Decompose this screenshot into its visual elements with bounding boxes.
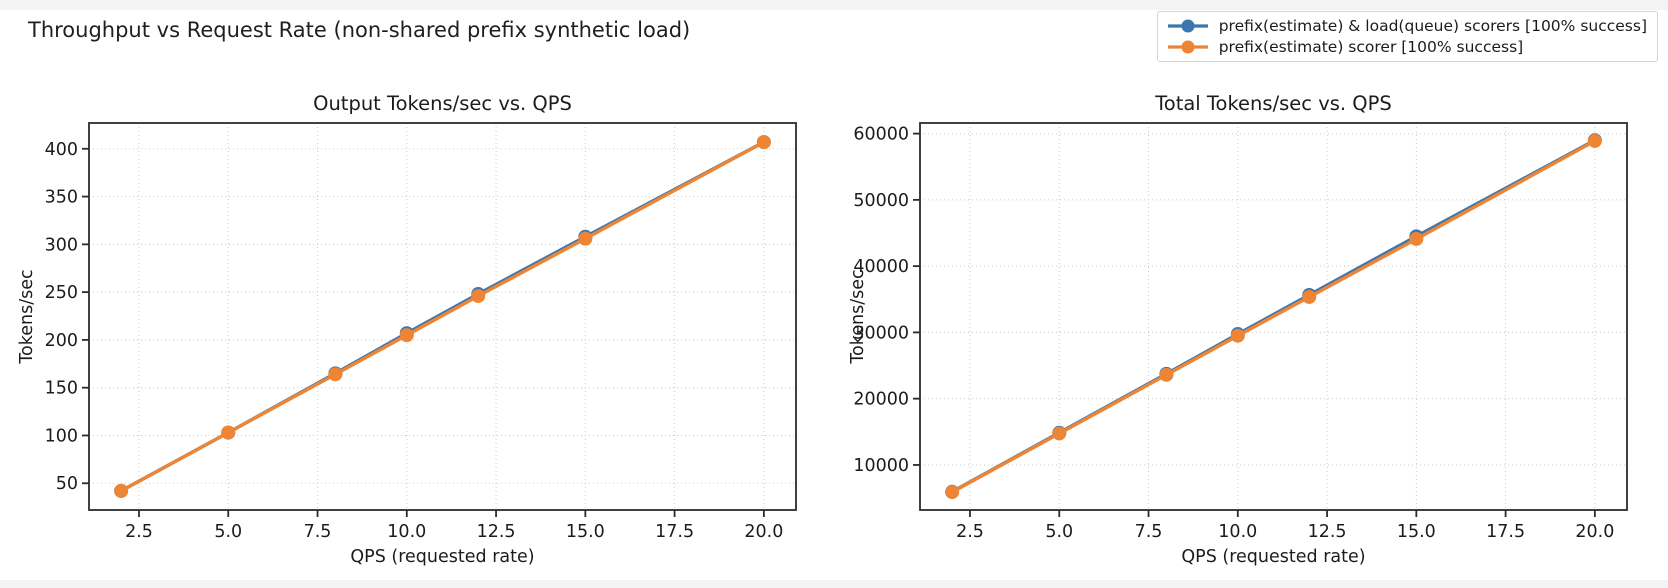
legend-label-orange-series: prefix(estimate) scorer [100% success] (1218, 38, 1524, 56)
plot-title: Total Tokens/sec vs. QPS (1154, 92, 1392, 115)
line-circle-icon (1167, 19, 1208, 33)
y-tick-label: 250 (45, 283, 78, 303)
x-tick-label: 17.5 (1486, 522, 1525, 542)
x-axis-label: QPS (requested rate) (1181, 547, 1365, 567)
y-tick-label: 150 (45, 379, 78, 399)
x-tick-label: 12.5 (1308, 522, 1347, 542)
x-axis-label: QPS (requested rate) (350, 547, 534, 567)
x-tick-label: 7.5 (1135, 522, 1163, 542)
figure-canvas: Throughput vs Request Rate (non-shared p… (0, 10, 1668, 580)
legend: prefix(estimate) & load(queue) scorers [… (1156, 11, 1658, 62)
y-tick-label: 50000 (853, 191, 909, 211)
x-tick-label: 2.5 (125, 522, 153, 542)
y-tick-label: 30000 (853, 323, 909, 343)
plot-border (919, 122, 1628, 511)
legend-label-blue-series: prefix(estimate) & load(queue) scorers [… (1218, 17, 1647, 35)
y-tick-label: 20000 (853, 390, 909, 410)
data-point-marker (1587, 133, 1602, 148)
x-tick-label: 15.0 (1397, 522, 1436, 542)
figure-suptitle: Throughput vs Request Rate (non-shared p… (28, 18, 691, 42)
y-tick-label: 100 (45, 426, 78, 446)
data-point-marker (1409, 231, 1424, 246)
series-line-1 (950, 139, 1597, 494)
x-tick-label: 17.5 (655, 522, 694, 542)
data-point-marker (399, 328, 414, 343)
legend-item-blue-series: prefix(estimate) & load(queue) scorers [… (1165, 17, 1647, 35)
x-tick-label: 12.5 (477, 522, 516, 542)
x-tick-label: 7.5 (304, 522, 332, 542)
data-point-marker (1230, 328, 1245, 343)
x-tick-label: 20.0 (1575, 522, 1614, 542)
x-tick-label: 20.0 (744, 522, 783, 542)
data-point-marker (221, 425, 236, 440)
output-tokens-chart: 2.5 5.0 7.5 10.0 12.5 15.0 17.5 20.0 50 100 150 200… (17, 92, 797, 567)
data-point-marker (945, 485, 960, 500)
data-point-marker (1052, 426, 1067, 441)
x-tick-label: 5.0 (214, 522, 242, 542)
y-tick-label: 50 (56, 474, 78, 494)
data-point-marker (471, 288, 486, 303)
y-tick-label: 40000 (853, 257, 909, 277)
x-tick-label: 5.0 (1045, 522, 1073, 542)
data-point-marker (578, 231, 593, 246)
plot-border (88, 122, 797, 511)
y-tick-label: 60000 (853, 125, 909, 145)
x-tick-label: 10.0 (387, 522, 426, 542)
y-axis-label: Tokens/sec (17, 269, 37, 364)
x-tick-label: 2.5 (956, 522, 984, 542)
data-point-marker (114, 483, 129, 498)
y-tick-label: 350 (45, 188, 78, 208)
x-tick-label: 15.0 (566, 522, 605, 542)
y-axis-label: Tokens/sec (848, 269, 868, 364)
y-tick-label: 10000 (853, 456, 909, 476)
data-point-marker (756, 135, 771, 150)
plot-title: Output Tokens/sec vs. QPS (313, 92, 572, 115)
y-tick-label: 300 (45, 235, 78, 255)
total-tokens-chart: 2.5 5.0 7.5 10.0 12.5 15.0 17.5 20.0 10000 20000 3… (848, 92, 1628, 567)
y-tick-label: 400 (45, 140, 78, 160)
data-point-marker (1302, 289, 1317, 304)
series-line-1 (119, 140, 766, 493)
y-tick-label: 200 (45, 331, 78, 351)
legend-item-orange-series: prefix(estimate) scorer [100% success] (1165, 38, 1647, 56)
data-point-marker (328, 367, 343, 382)
line-circle-icon (1167, 40, 1208, 54)
x-tick-label: 10.0 (1218, 522, 1257, 542)
data-point-marker (1159, 367, 1174, 382)
